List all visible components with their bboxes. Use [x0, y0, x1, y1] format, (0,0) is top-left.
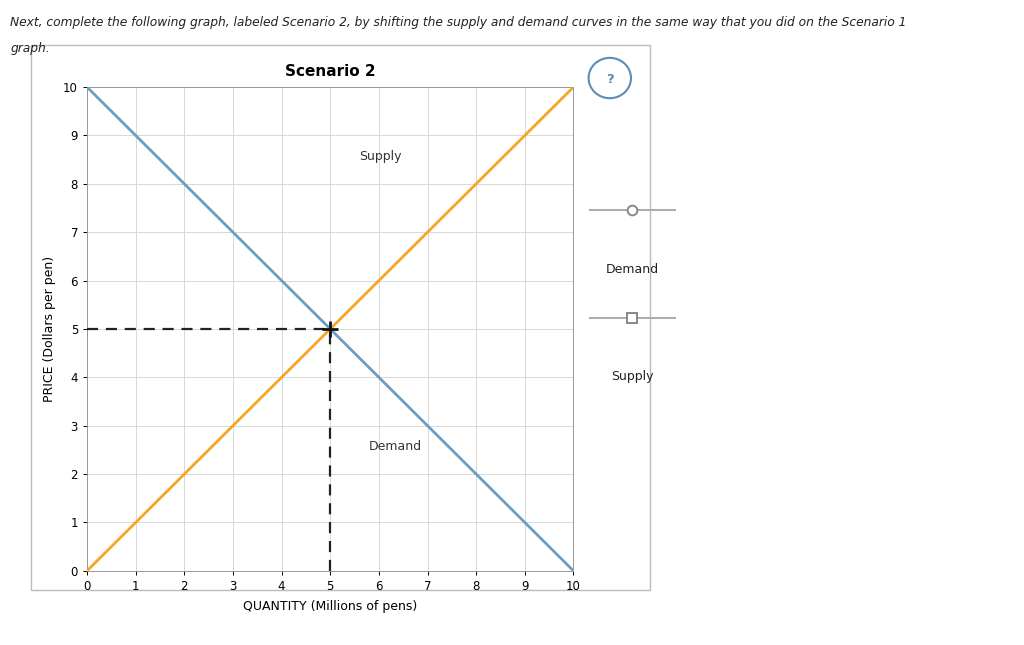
Text: Next, complete the following graph, labeled Scenario 2, by shifting the supply a: Next, complete the following graph, labe… — [10, 16, 906, 29]
Text: ?: ? — [606, 73, 613, 86]
Text: Demand: Demand — [369, 440, 422, 453]
Text: Demand: Demand — [606, 263, 658, 275]
X-axis label: QUANTITY (Millions of pens): QUANTITY (Millions of pens) — [243, 600, 418, 613]
Y-axis label: PRICE (Dollars per pen): PRICE (Dollars per pen) — [43, 256, 56, 402]
Title: Scenario 2: Scenario 2 — [285, 64, 376, 79]
Text: Supply: Supply — [359, 150, 402, 163]
Text: graph.: graph. — [10, 42, 50, 55]
Text: Supply: Supply — [611, 370, 653, 383]
